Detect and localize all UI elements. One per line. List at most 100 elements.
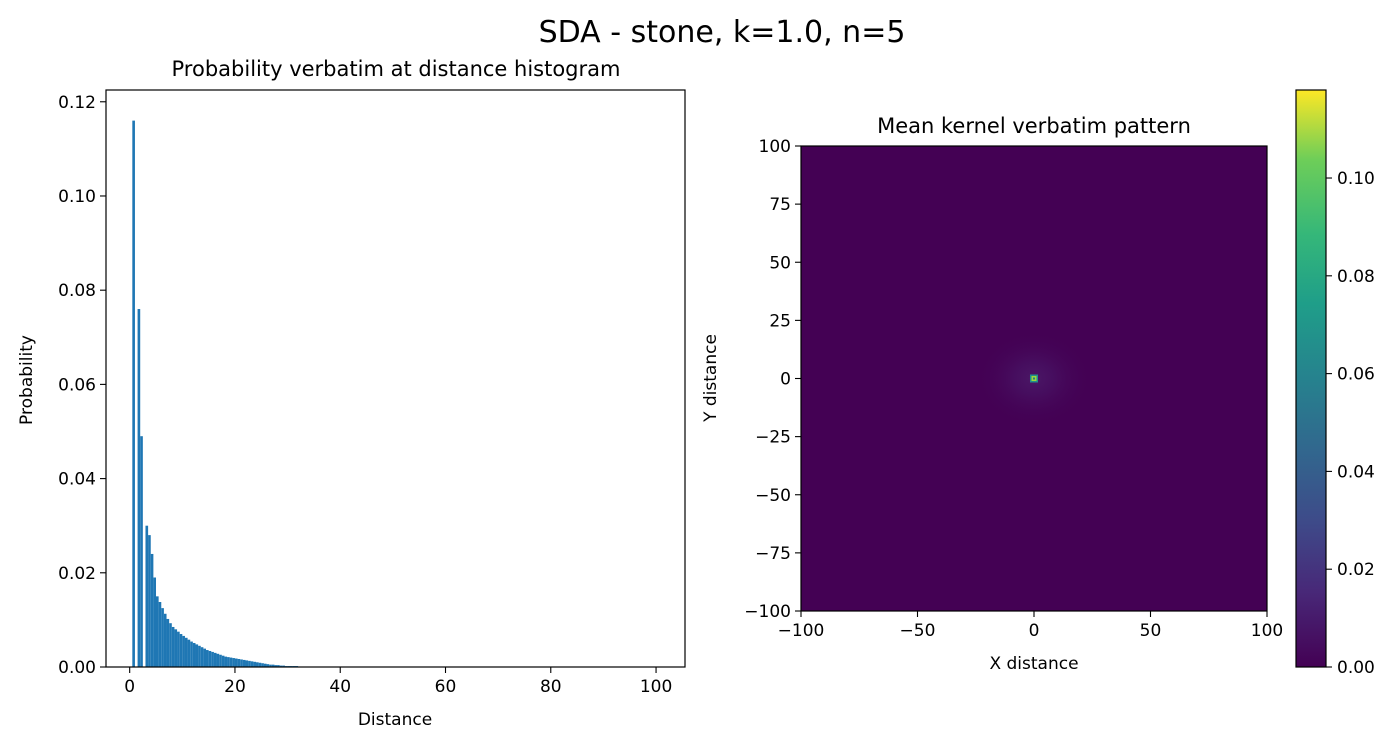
histogram-bar [232,658,235,667]
histogram-x-tick-label: 80 [540,677,562,697]
histogram-bar [132,120,135,667]
histogram-bar [179,634,183,667]
histogram-bar [240,659,243,667]
histogram-y-tick-label: 0.10 [58,187,96,207]
histogram-bar [148,535,151,667]
colorbar-tick-label: 0.00 [1337,658,1375,678]
heatmap-x-tick-label: 50 [1140,621,1162,641]
histogram-bar [200,647,204,667]
colorbar-ticks: 0.00 0.02 0.04 0.06 0.08 0.10 [1326,169,1375,678]
histogram-bar [279,665,283,667]
histogram-x-ticks: 0 20 40 60 80 100 [124,667,672,697]
histogram-bar [192,642,196,667]
histogram-y-tick-label: 0.00 [58,658,96,678]
heatmap-x-tick-label: 100 [1251,621,1283,641]
histogram-bar [224,656,228,667]
histogram-bar [237,658,241,667]
histogram-bar [258,662,262,667]
histogram-title: Probability verbatim at distance histogr… [172,57,621,81]
heatmap-y-tick-label: −75 [755,544,791,564]
histogram-bar [171,626,175,667]
histogram-bar [261,663,264,667]
heatmap-center-cell [1033,377,1035,380]
histogram-x-tick-label: 40 [329,677,351,697]
histogram-bar [158,601,162,667]
colorbar-tick-label: 0.08 [1337,267,1375,287]
heatmap-x-tick-label: −50 [900,621,936,641]
histogram-bar [263,663,267,667]
histogram-bar [253,661,257,667]
histogram-bar [156,596,159,667]
histogram-panel: Probability verbatim at distance histogr… [17,57,686,730]
histogram-x-tick-label: 0 [124,677,135,697]
histogram-bar [150,553,154,667]
heatmap-x-tick-label: −100 [778,621,825,641]
histogram-bar [195,644,199,667]
histogram-bar [211,651,214,667]
histogram-bar [221,655,225,667]
histogram-bar [227,657,230,667]
histogram-bar [216,653,220,667]
histogram-bar [137,309,141,667]
histogram-bar [256,662,259,667]
histogram-bar [271,664,275,667]
colorbar-tick-label: 0.02 [1337,560,1375,580]
heatmap-y-tick-label: −25 [755,428,791,448]
heatmap-y-tick-label: 50 [769,253,791,273]
heatmap-title: Mean kernel verbatim pattern [877,114,1191,138]
histogram-bar [140,436,143,667]
histogram-bar [163,613,167,667]
colorbar-gradient [1295,89,1327,668]
histogram-bar [245,660,249,667]
histogram-bar [153,577,157,667]
histogram-bar [250,661,254,667]
histogram-bar [266,664,270,667]
heatmap-y-tick-label: 0 [780,370,791,390]
histogram-bar [282,665,285,667]
histogram-frame [105,89,686,668]
histogram-bar [166,618,170,667]
histogram-bar [174,629,178,667]
heatmap-cells [976,330,1092,427]
histogram-x-tick-label: 20 [224,677,246,697]
histogram-y-tick-label: 0.04 [58,470,96,490]
histogram-y-tick-label: 0.12 [58,93,96,113]
histogram-bar [182,635,185,667]
histogram-x-label: Distance [358,710,432,730]
colorbar-tick-label: 0.04 [1337,462,1375,482]
histogram-bars [132,120,330,667]
histogram-x-tick-label: 60 [435,677,457,697]
histogram-bar [274,665,278,667]
colorbar-tick-label: 0.10 [1337,169,1375,189]
histogram-bar [206,650,209,667]
histogram-bar [242,659,246,667]
colorbar-tick-label: 0.06 [1337,365,1375,385]
histogram-bar [177,631,180,667]
histogram-y-tick-label: 0.06 [58,375,96,395]
histogram-bar [219,654,222,667]
histogram-bar [269,664,272,667]
histogram-bar [187,639,191,667]
histogram-bar [248,660,251,667]
heatmap-y-tick-label: −100 [744,602,791,622]
histogram-bar [161,608,164,667]
histogram-bar [145,525,149,667]
heatmap-y-tick-label: 25 [769,311,791,331]
heatmap-x-ticks: −100 −50 0 50 100 [778,611,1283,641]
histogram-bar [198,645,201,667]
histogram-bar [229,657,233,667]
heatmap-x-tick-label: 0 [1029,621,1040,641]
histogram-bar [234,658,238,667]
colorbar: 0.00 0.02 0.04 0.06 0.08 0.10 [1295,89,1375,678]
heatmap-panel: Mean kernel verbatim pattern −100 −50 0 50 1… [701,114,1283,674]
histogram-bar [169,623,172,667]
heatmap-y-tick-label: 75 [769,195,791,215]
histogram-y-ticks: 0.00 0.02 0.04 0.06 0.08 0.10 0.12 [58,93,106,678]
histogram-bar [203,648,207,667]
heatmap-y-label: Y distance [701,334,721,423]
heatmap-y-tick-label: 100 [759,137,791,157]
histogram-y-tick-label: 0.02 [58,564,96,584]
histogram-bar [184,637,188,667]
histogram-bar [190,641,193,667]
